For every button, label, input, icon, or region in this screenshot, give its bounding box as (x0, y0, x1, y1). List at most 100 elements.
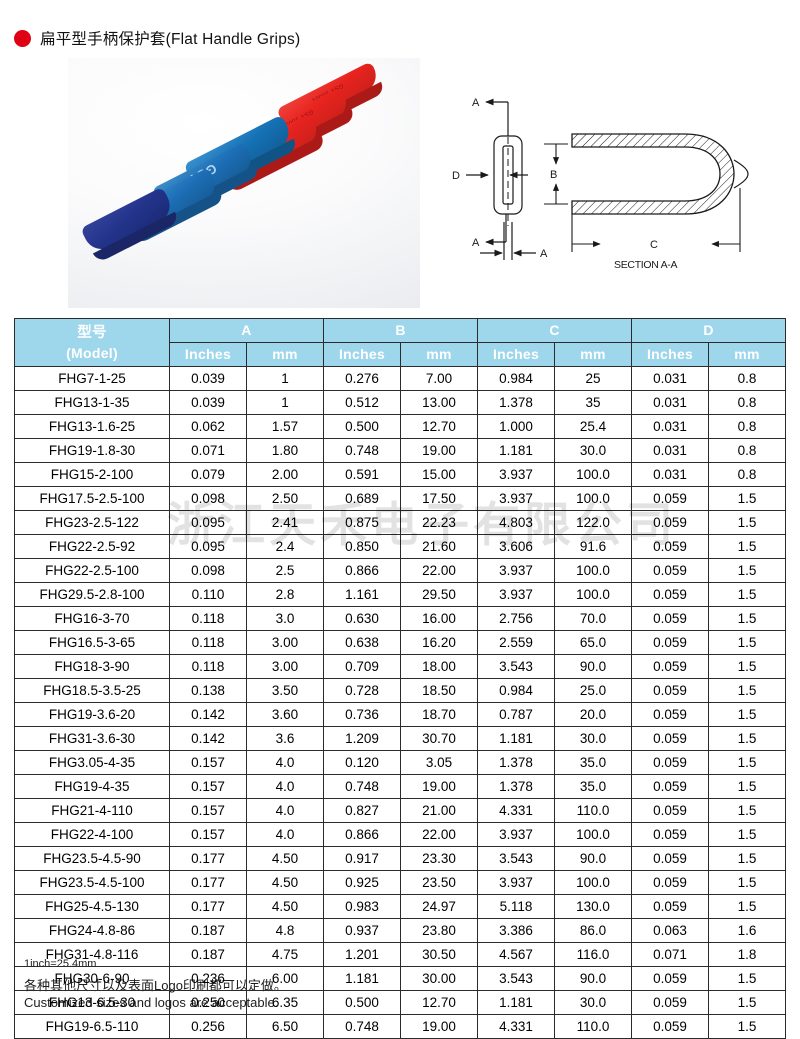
cell-a-in: 0.250 (169, 990, 247, 1015)
cell-c-mm: 65.0 (554, 630, 633, 655)
cell-b-in: 0.850 (323, 534, 402, 559)
cell-c-in: 2.756 (477, 606, 556, 631)
cell-model: FHG23.5-4.5-100 (14, 870, 170, 895)
cell-b-mm: 3.05 (400, 750, 479, 775)
cell-a-in: 0.138 (169, 678, 247, 703)
table-row: FHG23.5-4.5-90 0.177 4.50 0.917 23.30 3.543 90… (14, 846, 787, 871)
cell-a-mm: 1 (245, 390, 325, 415)
cell-b-mm: 23.50 (400, 870, 479, 895)
cell-a-mm: 3.50 (245, 678, 325, 703)
cell-c-mm: 116.0 (554, 942, 633, 967)
cell-d-in: 0.059 (631, 510, 710, 535)
cell-b-mm: 30.70 (400, 726, 479, 751)
model-header: 型号 (Model) (14, 318, 170, 367)
red-bullet-icon (14, 29, 31, 47)
cell-d-mm: 0.8 (708, 366, 787, 391)
cell-c-mm: 30.0 (554, 438, 633, 463)
table-row: FHG3.05-4-35 0.157 4.0 0.120 3.05 1.378 35.0 0.… (14, 750, 787, 775)
cell-b-mm: 12.70 (400, 990, 479, 1015)
cell-model: FHG15-2-100 (14, 462, 170, 487)
table-row: FHG16-3-70 0.118 3.0 0.630 16.00 2.756 70.0 0.0… (14, 606, 787, 631)
cell-model: FHG23.5-4.5-90 (14, 846, 170, 871)
cell-d-in: 0.059 (631, 654, 710, 679)
cell-a-in: 0.187 (169, 918, 247, 943)
cell-c-in: 1.181 (477, 990, 556, 1015)
cell-b-mm: 29.50 (400, 582, 479, 607)
cell-b-in: 0.748 (323, 774, 402, 799)
cell-a-mm: 4.50 (245, 846, 325, 871)
cell-c-mm: 100.0 (554, 582, 633, 607)
cell-c-mm: 122.0 (554, 510, 633, 535)
table-row: FHG18-3-90 0.118 3.00 0.709 18.00 3.543 90.0 0.… (14, 654, 787, 679)
section-label: SECTION A-A (614, 259, 678, 271)
cell-model: FHG22-2.5-100 (14, 558, 170, 583)
cell-b-mm: 18.50 (400, 678, 479, 703)
cell-b-mm: 22.00 (400, 822, 479, 847)
cell-a-mm: 4.0 (245, 774, 325, 799)
spec-table-container: 浙江天禾电子有限公司 型号 (Model) A B C D Inches mm … (14, 318, 787, 1039)
cell-model: FHG3.05-4-35 (14, 750, 170, 775)
cell-b-in: 0.736 (323, 702, 402, 727)
cell-b-mm: 23.30 (400, 846, 479, 871)
cell-model: FHG18.5-3.5-25 (14, 678, 170, 703)
cell-c-in: 3.543 (477, 846, 556, 871)
cell-d-in: 0.063 (631, 918, 710, 943)
table-row: FHG30-6-90 0.236 6.00 1.181 30.00 3.543 90.0 0.… (14, 966, 787, 991)
cell-model: FHG7-1-25 (14, 366, 170, 391)
cell-c-in: 3.937 (477, 486, 556, 511)
cell-d-in: 0.059 (631, 582, 710, 607)
cell-b-mm: 13.00 (400, 390, 479, 415)
spec-table-body: FHG7-1-25 0.039 1 0.276 7.00 0.984 25 0.031 0.8 F… (14, 366, 787, 1039)
cell-model: FHG30-6-90 (14, 966, 170, 991)
cell-a-mm: 1.80 (245, 438, 325, 463)
cell-c-mm: 100.0 (554, 486, 633, 511)
cell-b-in: 1.161 (323, 582, 402, 607)
cell-d-mm: 1.5 (708, 630, 787, 655)
cell-d-in: 0.031 (631, 438, 710, 463)
table-row: FHG23.5-4.5-100 0.177 4.50 0.925 23.50 3.937 1… (14, 870, 787, 895)
cell-a-in: 0.095 (169, 510, 247, 535)
cell-a-mm: 1.57 (245, 414, 325, 439)
cell-c-in: 3.937 (477, 558, 556, 583)
cell-b-in: 0.500 (323, 990, 402, 1015)
cell-b-mm: 23.80 (400, 918, 479, 943)
table-row: FHG19-3.6-20 0.142 3.60 0.736 18.70 0.787 20.0… (14, 702, 787, 727)
cell-b-mm: 18.00 (400, 654, 479, 679)
cell-model: FHG21-4-110 (14, 798, 170, 823)
cell-model: FHG13-1-35 (14, 390, 170, 415)
cell-c-in: 1.378 (477, 390, 556, 415)
cell-c-in: 5.118 (477, 894, 556, 919)
model-header-en: (Model) (66, 344, 118, 361)
cell-d-mm: 0.8 (708, 438, 787, 463)
table-row: FHG29.5-2.8-100 0.110 2.8 1.161 29.50 3.937 10… (14, 582, 787, 607)
cell-d-mm: 1.5 (708, 894, 787, 919)
cell-b-in: 1.201 (323, 942, 402, 967)
cell-a-in: 0.118 (169, 654, 247, 679)
cell-model: FHG31-4.8-116 (14, 942, 170, 967)
cell-b-mm: 18.70 (400, 702, 479, 727)
table-row: FHG16.5-3-65 0.118 3.00 0.638 16.20 2.559 65.0… (14, 630, 787, 655)
table-row: FHG24-4.8-86 0.187 4.8 0.937 23.80 3.386 86.0 0… (14, 918, 787, 943)
cell-b-in: 1.209 (323, 726, 402, 751)
cell-c-mm: 86.0 (554, 918, 633, 943)
cell-model: FHG13-6.5-30 (14, 990, 170, 1015)
cell-c-mm: 35.0 (554, 774, 633, 799)
cell-a-in: 0.110 (169, 582, 247, 607)
table-row: FHG19-4-35 0.157 4.0 0.748 19.00 1.378 35.0 0.0… (14, 774, 787, 799)
cell-b-in: 0.827 (323, 798, 402, 823)
cell-model: FHG29.5-2.8-100 (14, 582, 170, 607)
cell-d-mm: 1.5 (708, 726, 787, 751)
cell-b-mm: 24.97 (400, 894, 479, 919)
cell-a-mm: 3.00 (245, 630, 325, 655)
cell-c-in: 3.937 (477, 822, 556, 847)
cell-c-mm: 25.0 (554, 678, 633, 703)
cell-a-in: 0.071 (169, 438, 247, 463)
page-title: 扁平型手柄保护套(Flat Handle Grips) (40, 31, 301, 48)
cell-b-in: 0.866 (323, 822, 402, 847)
cell-c-in: 4.803 (477, 510, 556, 535)
cell-d-mm: 1.5 (708, 534, 787, 559)
cell-b-in: 0.983 (323, 894, 402, 919)
cell-a-in: 0.157 (169, 774, 247, 799)
cell-b-mm: 30.00 (400, 966, 479, 991)
cell-c-in: 1.181 (477, 438, 556, 463)
